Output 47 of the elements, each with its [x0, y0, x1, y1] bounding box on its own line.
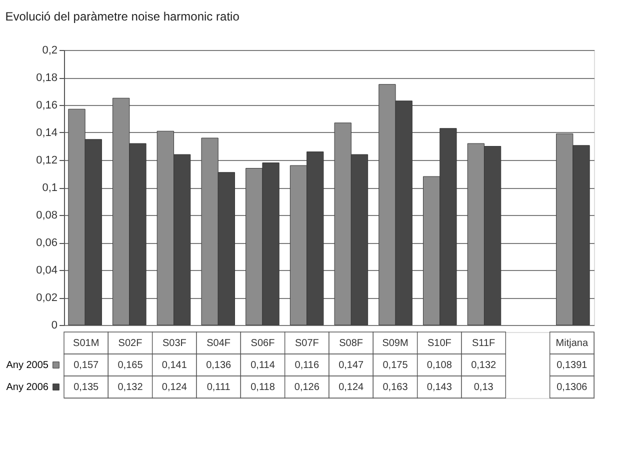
- data-label: 0,143: [426, 382, 452, 393]
- data-label: 0,1391: [556, 360, 588, 371]
- data-label: 0,141: [162, 360, 188, 371]
- y-tick-label: 0,12: [36, 154, 58, 166]
- data-label: 0,13: [474, 382, 494, 393]
- y-tick-label: 0,04: [36, 264, 58, 276]
- x-tick-label: S06F: [250, 338, 275, 349]
- y-tick-label: 0,02: [36, 292, 58, 304]
- data-label: 0,157: [74, 360, 100, 371]
- data-label: 0,163: [382, 382, 408, 393]
- data-label: 0,1306: [556, 382, 588, 393]
- x-tick-label: Mitjana: [556, 338, 588, 349]
- data-label: 0,108: [426, 360, 452, 371]
- x-tick-label: S10F: [427, 338, 452, 349]
- x-tick-label: S02F: [118, 338, 142, 349]
- y-tick-label: 0,18: [36, 72, 58, 84]
- data-label: 0,135: [74, 382, 100, 393]
- y-tick-label: 0,14: [36, 127, 58, 139]
- data-label: 0,136: [206, 360, 232, 371]
- x-tick-label: S11F: [472, 338, 496, 349]
- data-label: 0,165: [118, 360, 144, 371]
- x-tick-label: S07F: [294, 338, 319, 349]
- data-label: 0,116: [294, 360, 320, 371]
- data-label: 0,114: [250, 360, 276, 371]
- legend-label: Any 2006: [6, 382, 49, 393]
- legend-label: Any 2005: [6, 360, 49, 371]
- x-tick-label: S03F: [162, 338, 186, 349]
- data-label: 0,132: [471, 360, 497, 371]
- x-tick-label: S04F: [206, 338, 231, 349]
- x-tick-label: S08F: [339, 338, 364, 349]
- y-tick-label: 0: [51, 320, 58, 332]
- data-label: 0,175: [382, 360, 408, 371]
- data-label: 0,147: [338, 360, 364, 371]
- data-label: 0,111: [206, 382, 231, 393]
- data-label: 0,124: [338, 382, 364, 393]
- data-label: 0,132: [118, 382, 144, 393]
- y-tick-label: 0,1: [42, 182, 58, 194]
- y-tick-label: 0,16: [36, 100, 58, 112]
- y-tick-label: 0,08: [36, 210, 58, 222]
- x-tick-label: S01M: [73, 338, 100, 349]
- y-tick-label: 0,2: [42, 44, 58, 56]
- x-tick-label: S09M: [382, 338, 408, 349]
- data-label: 0,118: [250, 382, 276, 393]
- data-label: 0,124: [162, 382, 188, 393]
- y-tick-label: 0,06: [36, 237, 58, 249]
- data-label: 0,126: [294, 382, 320, 393]
- chart-title: Evolució del paràmetre noise harmonic ratio: [5, 10, 240, 24]
